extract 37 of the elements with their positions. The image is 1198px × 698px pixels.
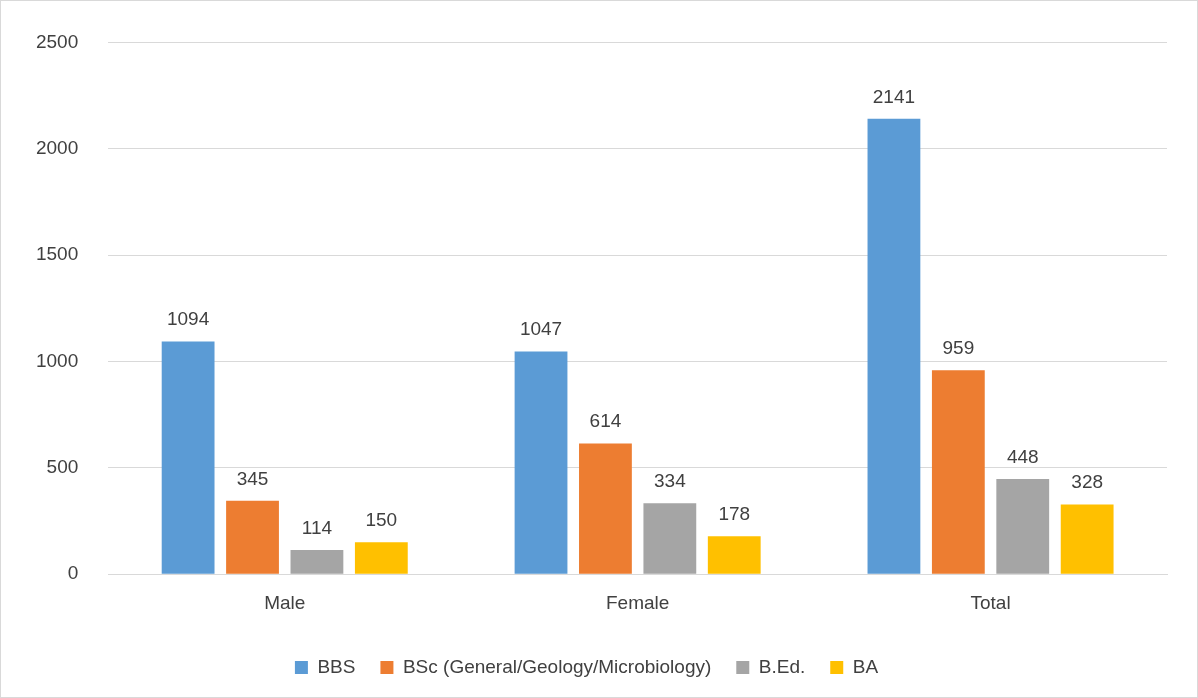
data-label: 345	[236, 467, 269, 489]
data-label: 150	[365, 509, 398, 531]
bar	[579, 443, 632, 574]
legend-label: BA	[852, 655, 879, 677]
bar	[707, 536, 761, 574]
x-tick-label: Total	[970, 591, 1011, 613]
bar	[867, 118, 921, 574]
bar	[290, 549, 344, 574]
bar	[514, 351, 568, 574]
bar	[931, 370, 985, 574]
data-label: 614	[589, 410, 622, 432]
data-label: 328	[1071, 471, 1104, 493]
data-label: 1094	[166, 308, 210, 330]
data-label: 114	[301, 516, 333, 538]
legend-label: BBS	[317, 655, 356, 677]
bar	[354, 542, 408, 574]
data-label: 2141	[872, 85, 916, 107]
data-label: 178	[718, 503, 751, 525]
bar	[643, 503, 697, 574]
y-tick-label: 1500	[35, 243, 79, 265]
data-label: 448	[1006, 445, 1039, 467]
y-tick-label: 2500	[35, 30, 79, 52]
bar	[161, 341, 215, 574]
legend-label: B.Ed.	[758, 655, 806, 677]
y-tick-label: 0	[67, 562, 79, 584]
data-label: 959	[942, 336, 975, 358]
y-tick-label: 2000	[35, 136, 79, 158]
x-tick-label: Male	[264, 591, 306, 613]
data-label: 1047	[519, 318, 563, 340]
bar	[1060, 504, 1114, 574]
bar	[226, 500, 279, 574]
data-label: 334	[653, 469, 687, 491]
bar	[996, 478, 1050, 574]
legend-label: BSc (General/Geology/Microbiology)	[402, 655, 712, 677]
x-tick-label: Female	[605, 591, 670, 613]
y-tick-label: 500	[46, 456, 79, 478]
y-tick-label: 1000	[35, 349, 79, 371]
